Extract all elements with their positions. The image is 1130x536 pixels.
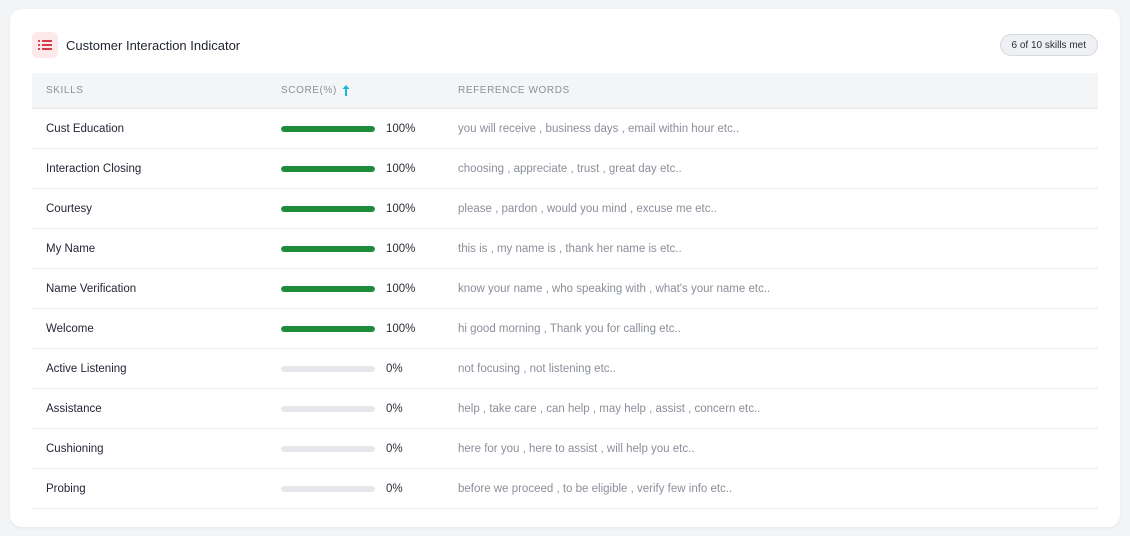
score-percent: 100%	[386, 322, 416, 335]
score-progress-fill	[281, 125, 375, 132]
score-cell: 100%	[281, 123, 415, 135]
skills-met-badge: 6 of 10 skills met	[999, 34, 1098, 56]
card-header: Customer Interaction Indicator 6 of 10 s…	[32, 31, 1098, 59]
column-header-reference-words[interactable]: REFERENCE WORDS	[458, 85, 570, 96]
skill-name: Cust Education	[46, 122, 124, 135]
score-percent: 100%	[386, 122, 416, 135]
score-progress-fill	[281, 285, 375, 292]
reference-words: please , pardon , would you mind , excus…	[458, 202, 717, 215]
score-percent: 0%	[386, 482, 403, 495]
score-progress-bar	[281, 165, 375, 172]
score-progress-bar	[281, 285, 375, 292]
reference-words: not focusing , not listening etc..	[458, 362, 616, 375]
skill-name: Cushioning	[46, 442, 104, 455]
score-percent: 100%	[386, 242, 416, 255]
card-title: Customer Interaction Indicator	[66, 37, 241, 53]
score-cell: 0%	[281, 443, 403, 455]
reference-words: you will receive , business days , email…	[458, 122, 740, 135]
list-icon	[32, 32, 58, 58]
table-row: Interaction Closing 100% choosing , apprec…	[32, 149, 1098, 189]
table-body: Cust Education 100% you will receive , bus…	[32, 109, 1098, 509]
skill-name: Assistance	[46, 402, 102, 415]
score-cell: 0%	[281, 403, 403, 415]
score-percent: 100%	[386, 162, 416, 175]
reference-words: here for you , here to assist , will hel…	[458, 442, 695, 455]
skill-name: My Name	[46, 242, 96, 255]
score-percent: 0%	[386, 402, 403, 415]
score-cell: 0%	[281, 483, 403, 495]
skills-card: Customer Interaction Indicator 6 of 10 s…	[10, 9, 1120, 527]
reference-words: before we proceed , to be eligible , ver…	[458, 482, 733, 495]
score-percent: 100%	[386, 282, 416, 295]
score-cell: 100%	[281, 283, 415, 295]
score-percent: 0%	[386, 362, 403, 375]
score-progress-bar	[281, 325, 375, 332]
table-row: Cushioning 0% here for you , here to assis…	[32, 429, 1098, 469]
table-row: My Name 100% this is , my name is , thank …	[32, 229, 1098, 269]
skill-name: Probing	[46, 482, 86, 495]
reference-words: hi good morning , Thank you for calling …	[458, 322, 681, 335]
score-progress-bar	[281, 485, 375, 492]
score-progress-fill	[281, 245, 375, 252]
score-progress-fill	[281, 165, 375, 172]
score-progress-bar	[281, 445, 375, 452]
column-header-score[interactable]: SCORE(%)	[281, 85, 350, 96]
table-header: SKILLS SCORE(%) REFERENCE WORDS	[32, 73, 1098, 109]
score-progress-fill	[281, 205, 375, 212]
arrow-up-icon[interactable]	[342, 85, 350, 96]
score-percent: 100%	[386, 202, 416, 215]
score-progress-bar	[281, 245, 375, 252]
table-row: Name Verification 100% know your name , wh…	[32, 269, 1098, 309]
reference-words: this is , my name is , thank her name is…	[458, 242, 682, 255]
column-header-skills[interactable]: SKILLS	[46, 85, 84, 96]
skill-name: Name Verification	[46, 282, 137, 295]
score-progress-bar	[281, 205, 375, 212]
table-row: Probing 0% before we proceed , to be eligi…	[32, 469, 1098, 509]
score-cell: 100%	[281, 203, 415, 215]
column-header-score-label: SCORE(%)	[281, 85, 337, 96]
score-cell: 100%	[281, 243, 415, 255]
skill-name: Interaction Closing	[46, 162, 142, 175]
score-progress-bar	[281, 125, 375, 132]
score-progress-bar	[281, 405, 375, 412]
skills-table: SKILLS SCORE(%) REFERENCE WORDS Cust Edu…	[32, 73, 1098, 509]
skill-name: Welcome	[46, 322, 94, 335]
skill-name: Active Listening	[46, 362, 127, 375]
reference-words: know your name , who speaking with , wha…	[458, 282, 771, 295]
skill-name: Courtesy	[46, 202, 93, 215]
table-row: Courtesy 100% please , pardon , would you …	[32, 189, 1098, 229]
score-cell: 0%	[281, 363, 403, 375]
score-progress-fill	[281, 325, 375, 332]
table-row: Cust Education 100% you will receive , bus…	[32, 109, 1098, 149]
table-row: Welcome 100% hi good morning , Thank you f…	[32, 309, 1098, 349]
score-cell: 100%	[281, 323, 415, 335]
score-percent: 0%	[386, 442, 403, 455]
table-row: Assistance 0% help , take care , can help …	[32, 389, 1098, 429]
score-progress-bar	[281, 365, 375, 372]
reference-words: help , take care , can help , may help ,…	[458, 402, 761, 415]
score-cell: 100%	[281, 163, 415, 175]
table-row: Active Listening 0% not focusing , not lis…	[32, 349, 1098, 389]
reference-words: choosing , appreciate , trust , great da…	[458, 162, 682, 175]
